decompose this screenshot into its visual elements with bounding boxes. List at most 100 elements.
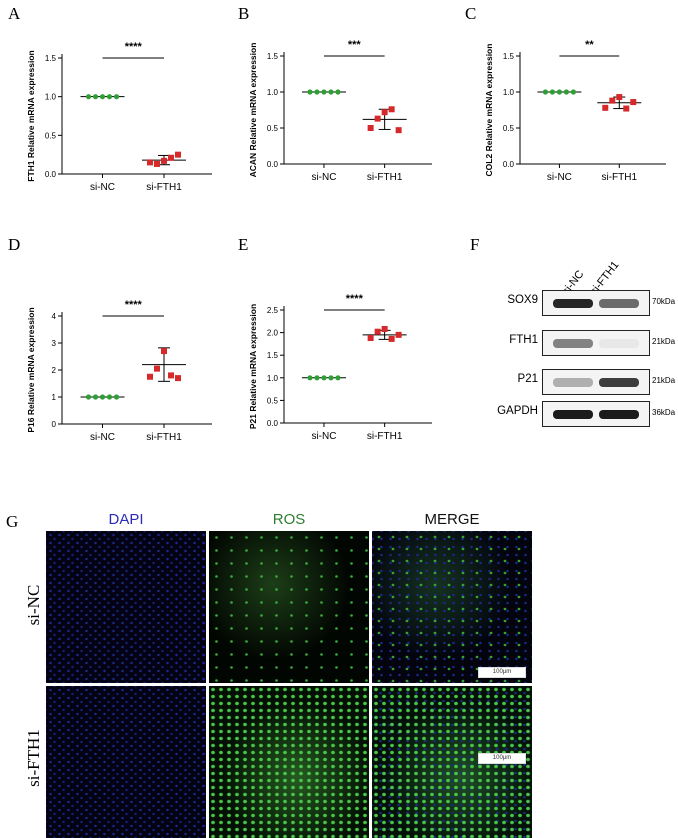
y-tick-label: 1.0 bbox=[45, 93, 57, 102]
data-point-si-fth1 bbox=[381, 109, 388, 116]
data-point-si-fth1 bbox=[154, 365, 160, 372]
x-tick-label: si-NC bbox=[311, 172, 336, 183]
chart-e: 0.0 0.5 1.0 1.5 2.0 2.5 si-NC si-FTH1 P21 Relati… bbox=[248, 293, 432, 440]
y-tick-label: 1.5 bbox=[45, 54, 57, 63]
y-tick-label: 1.5 bbox=[267, 351, 279, 360]
chart-a: 0.0 0.5 1.0 1.5 si-NC si-FTH1 FTH1 Relative mR… bbox=[26, 41, 212, 193]
panel-label-c: C bbox=[465, 4, 477, 23]
scale-bar-fth1: 100μm bbox=[478, 753, 526, 764]
panel-label-g: G bbox=[6, 512, 19, 531]
y-axis-label: COL2 Relative mRNA expression bbox=[484, 44, 494, 177]
band-si-nc bbox=[553, 410, 593, 419]
y-tick-label: 1.0 bbox=[267, 374, 279, 383]
data-point-si-nc bbox=[328, 375, 334, 381]
data-point-si-fth1 bbox=[168, 154, 174, 161]
x-tick-label: si-FTH1 bbox=[601, 172, 637, 183]
band-si-nc bbox=[553, 339, 593, 348]
y-tick-label: 3 bbox=[52, 339, 57, 348]
chart-d: 0 1 2 3 4 si-NC si-FTH1 P16 Relative mRNA expre… bbox=[26, 299, 212, 440]
y-tick-label: 0.0 bbox=[267, 419, 279, 428]
chart-b: 0.0 0.5 1.0 1.5 si-NC si-FTH1 ACAN Relative mR… bbox=[248, 39, 432, 183]
data-point-si-nc bbox=[335, 89, 341, 95]
column-header-ros: ROS bbox=[272, 511, 306, 528]
blot-row-fth1: FTH1 21kDa bbox=[490, 330, 675, 356]
marker-size: 36kDa bbox=[652, 408, 676, 417]
y-tick-label: 0.0 bbox=[503, 160, 515, 169]
y-tick-label: 2.5 bbox=[267, 306, 279, 315]
y-axis-label: P16 Relative mRNA expression bbox=[26, 307, 36, 432]
marker-size: 21kDa bbox=[652, 376, 676, 385]
y-tick-label: 0.0 bbox=[45, 170, 57, 179]
data-point-si-nc bbox=[314, 89, 320, 95]
data-point-si-fth1 bbox=[602, 104, 609, 111]
x-tick-label: si-NC bbox=[90, 182, 115, 193]
data-point-si-fth1 bbox=[367, 335, 374, 342]
protein-label: P21 bbox=[517, 373, 538, 385]
data-point-si-nc bbox=[314, 375, 320, 381]
blot-image bbox=[542, 330, 650, 356]
data-point-si-fth1 bbox=[388, 106, 395, 113]
data-point-si-nc bbox=[321, 375, 327, 381]
data-point-si-fth1 bbox=[388, 335, 395, 342]
y-tick-label: 2.0 bbox=[267, 329, 279, 338]
blot-row-gapdh: GAPDH 36kDa bbox=[490, 401, 675, 427]
x-tick-label: si-FTH1 bbox=[146, 182, 182, 193]
data-point-si-nc bbox=[556, 89, 563, 95]
data-point-si-nc bbox=[570, 89, 577, 95]
panel-label-b: B bbox=[238, 4, 250, 23]
blot-image bbox=[542, 369, 650, 395]
blot-row-p21: P21 21kDa bbox=[490, 369, 675, 395]
x-tick-label: si-FTH1 bbox=[146, 432, 182, 440]
data-point-si-fth1 bbox=[168, 372, 174, 379]
micrograph-ros-si-nc bbox=[209, 531, 369, 683]
row-label-si-fth1: si-FTH1 bbox=[24, 729, 43, 787]
data-point-si-nc bbox=[106, 394, 113, 400]
data-point-si-nc bbox=[113, 94, 120, 100]
y-tick-label: 0.0 bbox=[267, 160, 279, 169]
data-point-si-fth1 bbox=[395, 127, 402, 134]
x-tick-label: si-NC bbox=[90, 432, 115, 440]
blot-row-sox9: SOX9 70kDa bbox=[490, 290, 675, 316]
data-point-si-nc bbox=[335, 375, 341, 381]
micrograph-ros-si-fth1 bbox=[209, 686, 369, 838]
x-tick-label: si-FTH1 bbox=[367, 431, 403, 440]
data-point-si-nc bbox=[85, 394, 92, 400]
band-si-fth1 bbox=[599, 299, 639, 308]
significance-label: *** bbox=[348, 39, 362, 51]
protein-label: FTH1 bbox=[509, 334, 538, 346]
column-header-dapi: DAPI bbox=[108, 511, 144, 528]
x-tick-label: si-NC bbox=[547, 172, 572, 183]
band-si-fth1 bbox=[599, 339, 639, 348]
data-point-si-nc bbox=[307, 375, 313, 381]
significance-label: **** bbox=[125, 299, 143, 311]
data-point-si-fth1 bbox=[367, 125, 374, 131]
data-point-si-nc bbox=[106, 94, 113, 100]
data-point-si-fth1 bbox=[161, 348, 167, 355]
data-point-si-nc bbox=[563, 89, 570, 95]
y-tick-label: 0 bbox=[52, 420, 57, 429]
blot-image bbox=[542, 401, 650, 427]
data-point-si-nc bbox=[99, 94, 106, 100]
band-si-fth1 bbox=[599, 378, 639, 387]
data-point-si-nc bbox=[549, 89, 556, 95]
micrograph-dapi-si-fth1 bbox=[46, 686, 206, 838]
y-tick-label: 0.5 bbox=[503, 124, 515, 133]
significance-label: ** bbox=[585, 39, 594, 51]
y-tick-label: 0.5 bbox=[45, 131, 57, 140]
data-point-si-nc bbox=[99, 394, 106, 400]
data-point-si-nc bbox=[542, 89, 549, 95]
marker-size: 21kDa bbox=[652, 337, 676, 346]
data-point-si-fth1 bbox=[630, 99, 637, 106]
protein-label: SOX9 bbox=[507, 294, 538, 306]
band-si-nc bbox=[553, 299, 593, 308]
y-tick-label: 1.0 bbox=[503, 88, 515, 97]
band-si-fth1 bbox=[599, 410, 639, 419]
data-point-si-fth1 bbox=[154, 160, 160, 167]
y-tick-label: 2 bbox=[52, 366, 57, 375]
panel-label-d: D bbox=[8, 235, 21, 254]
data-point-si-fth1 bbox=[374, 328, 381, 335]
data-point-si-fth1 bbox=[623, 105, 630, 112]
x-tick-label: si-NC bbox=[311, 431, 336, 440]
micrograph-dapi-si-nc bbox=[46, 531, 206, 683]
y-tick-label: 0.5 bbox=[267, 124, 279, 133]
